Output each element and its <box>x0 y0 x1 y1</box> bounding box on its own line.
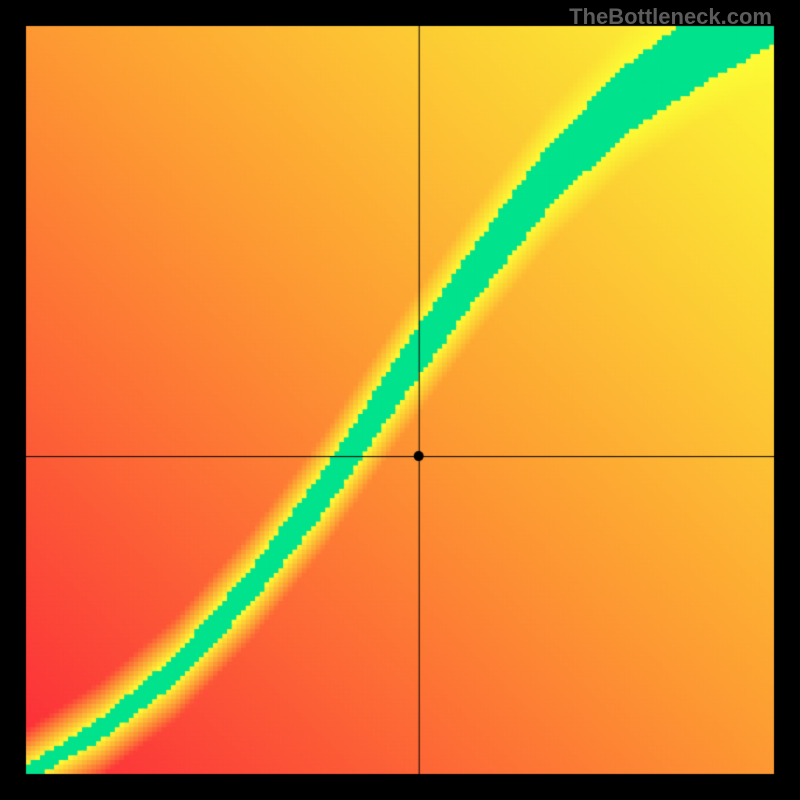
bottleneck-heatmap <box>0 0 800 800</box>
watermark-text: TheBottleneck.com <box>569 4 772 30</box>
chart-container: TheBottleneck.com <box>0 0 800 800</box>
